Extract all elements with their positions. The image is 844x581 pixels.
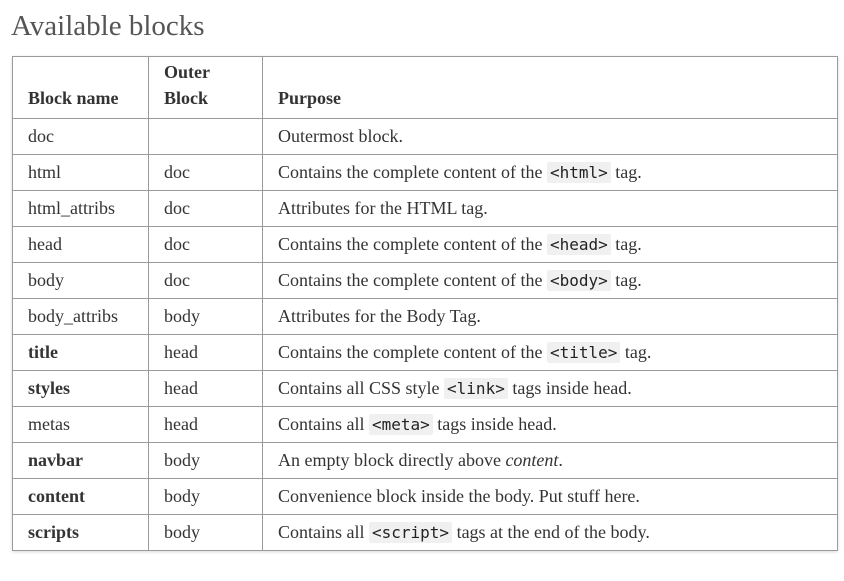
purpose-text: Contains the complete content of the — [278, 270, 547, 290]
table-row: styles head Contains all CSS style <link> … — [12, 370, 838, 407]
block-name-cell: content — [12, 478, 149, 515]
html-tag-code: <link> — [444, 378, 508, 399]
table-row: metas head Contains all <meta> tags inside… — [12, 406, 838, 443]
purpose-emphasis: content — [505, 450, 559, 470]
purpose-text-suffix: . — [558, 450, 563, 470]
purpose-text: Outermost block. — [278, 126, 403, 146]
outer-block-cell — [148, 118, 263, 155]
purpose-cell: An empty block directly above content. — [262, 442, 838, 479]
purpose-cell: Contains the complete content of the <he… — [262, 226, 838, 263]
table-row: body_attribs body Attributes for the Body … — [12, 298, 838, 335]
table-body: doc Outermost block. html doc Contains the c… — [12, 118, 838, 551]
purpose-text-suffix: tag. — [610, 234, 642, 254]
purpose-text-suffix: tag. — [620, 342, 652, 362]
outer-block-cell: body — [148, 298, 263, 335]
purpose-text: Contains the complete content of the — [278, 162, 547, 182]
table-row: body doc Contains the complete content of … — [12, 262, 838, 299]
header-outer-block-line2: Block — [164, 88, 209, 108]
purpose-cell: Contains all <meta> tags inside head. — [262, 406, 838, 443]
purpose-text: An empty block directly above — [278, 450, 506, 470]
purpose-cell: Convenience block inside the body. Put s… — [262, 478, 838, 515]
purpose-text: Attributes for the HTML tag. — [278, 198, 488, 218]
purpose-text: Contains all — [278, 414, 369, 434]
purpose-cell: Contains the complete content of the <bo… — [262, 262, 838, 299]
purpose-text: Convenience block inside the body. Put s… — [278, 486, 640, 506]
table-row: title head Contains the complete content o… — [12, 334, 838, 371]
purpose-text: Contains the complete content of the — [278, 342, 547, 362]
html-tag-code: <title> — [546, 342, 621, 363]
purpose-text-suffix: tag. — [610, 270, 642, 290]
block-name-cell: doc — [12, 118, 149, 155]
html-tag-code: <meta> — [369, 414, 433, 435]
purpose-cell: Contains all <script> tags at the end of… — [262, 514, 838, 551]
outer-block-cell: head — [148, 370, 263, 407]
block-name-cell: html — [12, 154, 149, 191]
html-tag-code: <body> — [546, 270, 611, 291]
purpose-cell: Outermost block. — [262, 118, 838, 155]
outer-block-cell: body — [148, 442, 263, 479]
header-outer-block: Outer Block — [148, 56, 263, 119]
table-header: Block name Outer Block Purpose — [12, 56, 838, 119]
html-tag-code: <html> — [546, 162, 611, 183]
purpose-cell: Contains all CSS style <link> tags insid… — [262, 370, 838, 407]
purpose-text: Attributes for the Body Tag. — [278, 306, 481, 326]
table-row: doc Outermost block. — [12, 118, 838, 155]
outer-block-cell: head — [148, 334, 263, 371]
header-purpose: Purpose — [262, 56, 838, 119]
outer-block-cell: body — [148, 514, 263, 551]
purpose-cell: Contains the complete content of the <ht… — [262, 154, 838, 191]
table-row: content body Convenience block inside the … — [12, 478, 838, 515]
blocks-table: Block name Outer Block Purpose doc Outerm… — [12, 56, 838, 551]
block-name-cell: head — [12, 226, 149, 263]
header-row: Block name Outer Block Purpose — [12, 56, 838, 119]
table-row: scripts body Contains all <script> tags at… — [12, 514, 838, 551]
page-title: Available blocks — [11, 10, 205, 42]
purpose-text-suffix: tags inside head. — [432, 414, 557, 434]
block-name-cell: styles — [12, 370, 149, 407]
header-outer-block-line1: Outer — [164, 62, 210, 82]
html-tag-code: <head> — [546, 234, 611, 255]
header-block-name: Block name — [12, 56, 149, 119]
block-name-cell: metas — [12, 406, 149, 443]
purpose-cell: Attributes for the Body Tag. — [262, 298, 838, 335]
block-name-cell: body_attribs — [12, 298, 149, 335]
block-name-cell: title — [12, 334, 149, 371]
purpose-text-suffix: tags at the end of the body. — [452, 522, 650, 542]
table-row: html_attribs doc Attributes for the HTML t… — [12, 190, 838, 227]
block-name-cell: navbar — [12, 442, 149, 479]
block-name-cell: scripts — [12, 514, 149, 551]
outer-block-cell: doc — [148, 262, 263, 299]
html-tag-code: <script> — [369, 522, 453, 543]
purpose-text: Contains all CSS style — [278, 378, 445, 398]
outer-block-cell: head — [148, 406, 263, 443]
purpose-text: Contains the complete content of the — [278, 234, 547, 254]
table-row: navbar body An empty block directly above … — [12, 442, 838, 479]
purpose-text: Contains all — [278, 522, 369, 542]
block-name-cell: body — [12, 262, 149, 299]
table-row: html doc Contains the complete content of … — [12, 154, 838, 191]
purpose-text-suffix: tags inside head. — [507, 378, 632, 398]
outer-block-cell: doc — [148, 154, 263, 191]
purpose-cell: Attributes for the HTML tag. — [262, 190, 838, 227]
block-name-cell: html_attribs — [12, 190, 149, 227]
purpose-text-suffix: tag. — [610, 162, 642, 182]
table-row: head doc Contains the complete content of … — [12, 226, 838, 263]
purpose-cell: Contains the complete content of the <ti… — [262, 334, 838, 371]
outer-block-cell: doc — [148, 190, 263, 227]
outer-block-cell: doc — [148, 226, 263, 263]
outer-block-cell: body — [148, 478, 263, 515]
